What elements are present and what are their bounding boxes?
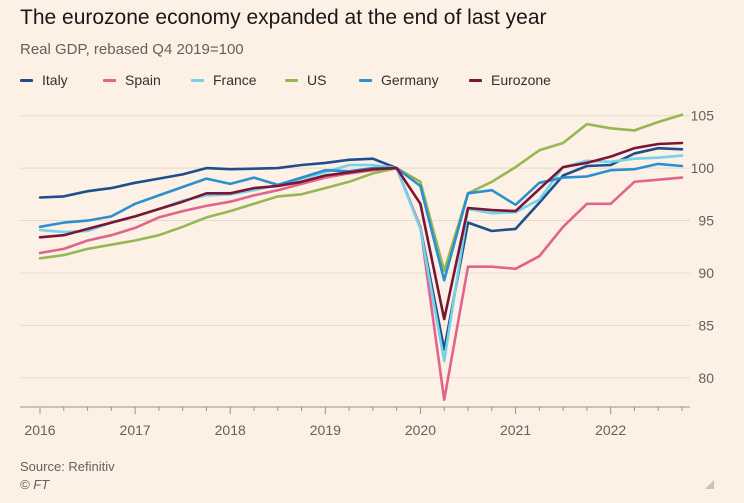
chart-legend: Italy Spain France US Germany Eurozone <box>20 72 569 88</box>
y-tick-label: 95 <box>698 213 714 229</box>
legend-swatch-italy <box>20 78 33 82</box>
legend-label-us: US <box>307 72 327 88</box>
legend-swatch-us <box>285 78 298 82</box>
legend-label-italy: Italy <box>42 72 68 88</box>
series-line-us <box>38 113 684 273</box>
x-tick-label: 2017 <box>120 422 151 438</box>
series-lines <box>38 113 684 402</box>
x-tick-label: 2019 <box>310 422 341 438</box>
gridlines <box>20 115 690 379</box>
x-axis: 2016 2017 2018 2019 2020 2021 2022 <box>20 406 690 438</box>
legend-item-spain: Spain <box>103 72 191 88</box>
legend-label-eurozone: Eurozone <box>491 72 551 88</box>
legend-label-germany: Germany <box>381 72 439 88</box>
legend-swatch-eurozone <box>469 78 482 82</box>
y-tick-label: 90 <box>698 265 714 281</box>
ft-credit: © FT <box>20 477 50 492</box>
series-line-italy <box>38 146 684 351</box>
x-tick-label: 2020 <box>405 422 436 438</box>
x-tick-label: 2022 <box>595 422 626 438</box>
chart-title: The eurozone economy expanded at the end… <box>20 6 547 29</box>
legend-item-us: US <box>285 72 359 88</box>
x-tick-label: 2021 <box>500 422 531 438</box>
legend-label-france: France <box>213 72 257 88</box>
resize-handle-icon[interactable] <box>705 480 714 489</box>
legend-item-france: France <box>191 72 285 88</box>
legend-item-germany: Germany <box>359 72 469 88</box>
series-line-france <box>38 154 684 363</box>
chart-subtitle: Real GDP, rebased Q4 2019=100 <box>20 41 244 58</box>
source-note: Source: Refinitiv <box>20 459 115 474</box>
y-tick-label: 100 <box>691 160 715 176</box>
y-tick-label: 105 <box>691 108 715 124</box>
y-axis: 80 85 90 95 100 105 <box>691 108 715 386</box>
x-tick-label: 2018 <box>215 422 246 438</box>
x-tick-label: 2016 <box>24 422 55 438</box>
y-tick-label: 80 <box>698 370 714 386</box>
series-line-eurozone <box>38 141 684 321</box>
legend-item-italy: Italy <box>20 72 103 88</box>
legend-label-spain: Spain <box>125 72 161 88</box>
legend-swatch-germany <box>359 78 372 82</box>
legend-swatch-france <box>191 78 204 82</box>
y-tick-label: 85 <box>698 317 714 333</box>
legend-swatch-spain <box>103 78 116 82</box>
legend-item-eurozone: Eurozone <box>469 72 569 88</box>
